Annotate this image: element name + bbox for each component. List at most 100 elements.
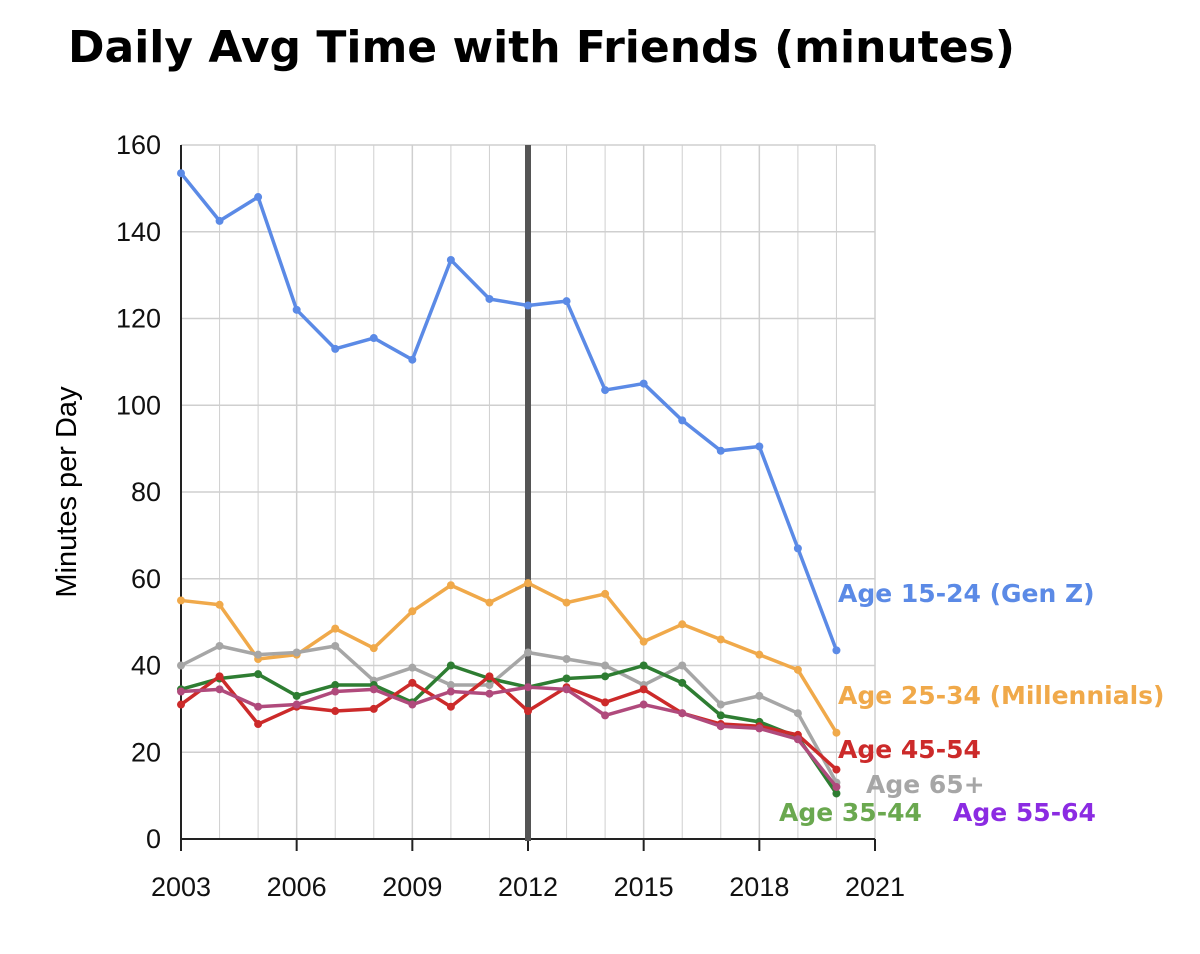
chart-title: Daily Avg Time with Friends (minutes) (68, 22, 1015, 73)
data-point (793, 665, 802, 674)
data-point (215, 600, 224, 609)
data-point (446, 702, 455, 711)
data-point (755, 691, 764, 700)
data-point (601, 589, 610, 598)
data-point (678, 416, 687, 425)
data-point (446, 661, 455, 670)
data-point (485, 681, 494, 690)
series-line (180, 685, 838, 789)
data-point (408, 607, 417, 616)
data-point (832, 728, 841, 737)
series-labels: Age 15-24 (Gen Z) Age 25-34 (Millennials)… (779, 579, 1164, 827)
data-point (793, 709, 802, 718)
series-line (180, 581, 838, 734)
data-point (639, 379, 648, 388)
series-label: Age 55-64 (953, 798, 1096, 827)
data-point (832, 646, 841, 655)
data-point (331, 707, 340, 716)
data-point (562, 685, 571, 694)
data-point (369, 644, 378, 653)
data-point (446, 255, 455, 264)
x-tick-label: 2018 (729, 872, 789, 902)
series-line (180, 644, 838, 784)
data-point (639, 661, 648, 670)
data-point (716, 722, 725, 731)
data-point (639, 685, 648, 694)
data-point (331, 344, 340, 353)
data-point (562, 654, 571, 663)
data-point (485, 689, 494, 698)
data-point (331, 624, 340, 633)
x-tick-label: 2012 (498, 872, 558, 902)
data-point (177, 169, 185, 178)
data-point (177, 700, 185, 709)
x-tick-label: 2006 (267, 872, 327, 902)
data-point (446, 581, 455, 590)
data-point (215, 216, 224, 225)
data-point (292, 691, 301, 700)
y-tick-label: 20 (131, 737, 161, 767)
data-point (485, 598, 494, 607)
series-label: Age 65+ (866, 770, 985, 799)
x-tick-label: 2009 (382, 872, 442, 902)
data-point (755, 442, 764, 451)
data-point (369, 704, 378, 713)
data-point (562, 674, 571, 683)
data-point (716, 635, 725, 644)
data-point (562, 598, 571, 607)
series-label: Age 45-54 (838, 735, 981, 764)
data-point (331, 681, 340, 690)
grid-lines (181, 144, 876, 839)
data-point (177, 661, 185, 670)
data-point (678, 709, 687, 718)
data-point (177, 687, 185, 696)
data-point (292, 700, 301, 709)
data-point (793, 544, 802, 553)
data-point (177, 596, 185, 605)
axes: 0 20 40 60 80 100 120 140 160 2003 2006 2009 2012 201… (51, 130, 905, 902)
data-point (446, 681, 455, 690)
data-point (292, 648, 301, 657)
data-point (639, 700, 648, 709)
data-point (331, 687, 340, 696)
data-point (331, 641, 340, 650)
data-point (215, 641, 224, 650)
y-axis-label: Minutes per Day (51, 386, 83, 598)
y-tick-label: 100 (116, 390, 161, 420)
data-point (601, 661, 610, 670)
data-point (524, 683, 532, 692)
series-lines (177, 169, 841, 798)
series-line (179, 172, 839, 651)
data-point (408, 663, 417, 672)
data-point (254, 650, 263, 659)
data-point (446, 687, 455, 696)
data-point (678, 620, 687, 629)
data-point (524, 301, 532, 310)
data-point (716, 700, 725, 709)
data-point (678, 678, 687, 687)
data-point (408, 355, 417, 364)
x-tick-label: 2003 (151, 872, 211, 902)
data-point (832, 782, 841, 791)
x-tick-label: 2021 (845, 872, 905, 902)
y-tick-label: 80 (131, 477, 161, 507)
data-point (408, 678, 417, 687)
data-point (254, 720, 263, 729)
y-tick-label: 60 (131, 564, 161, 594)
data-point (254, 193, 263, 202)
data-point (716, 711, 725, 720)
data-point (562, 297, 571, 306)
y-tick-label: 40 (131, 651, 161, 681)
data-point (832, 765, 841, 774)
data-point (215, 672, 224, 681)
data-point (601, 698, 610, 707)
series-label: Age 35-44 (779, 798, 922, 827)
data-point (755, 650, 764, 659)
data-point (601, 386, 610, 395)
data-point (369, 685, 378, 694)
data-point (524, 579, 532, 588)
data-point (601, 711, 610, 720)
y-tick-label: 0 (146, 824, 161, 854)
data-point (524, 707, 532, 716)
